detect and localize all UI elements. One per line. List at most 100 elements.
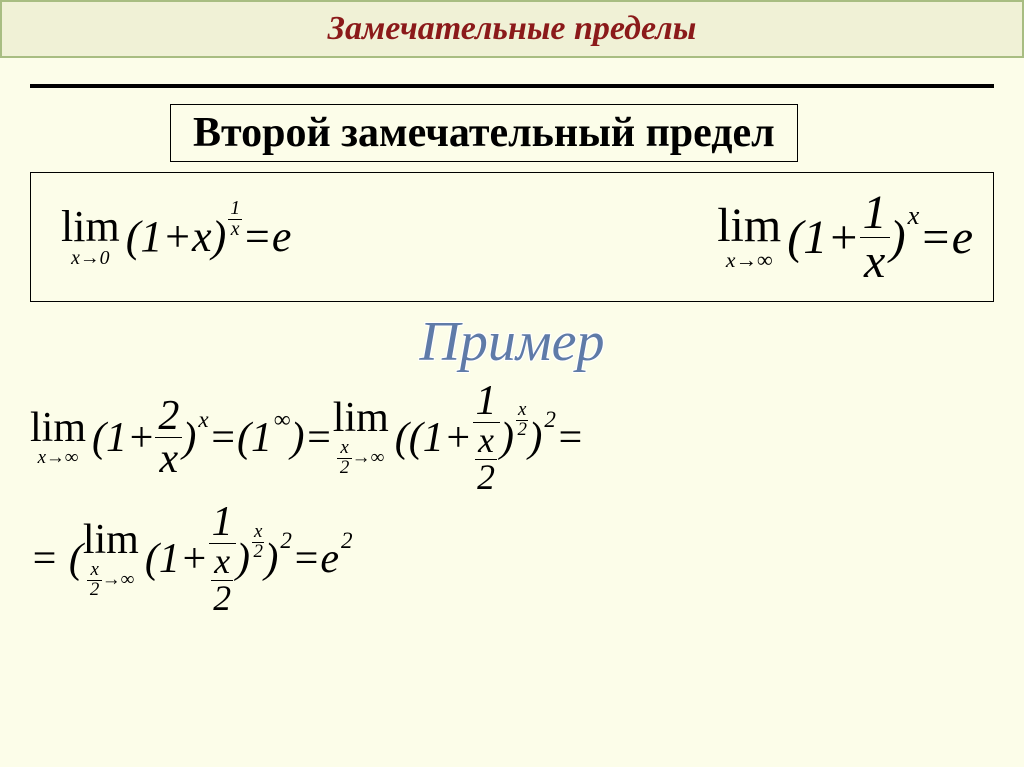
indet-open: (1: [237, 417, 272, 459]
nested-frac: 1 x 2: [208, 501, 236, 616]
exp: x: [198, 408, 208, 431]
den: 2: [477, 460, 495, 496]
lim-word: lim: [30, 407, 86, 449]
eq-open: = (: [30, 538, 83, 580]
e-base: e: [320, 538, 339, 580]
plus: +: [827, 210, 859, 265]
num: 2: [155, 395, 182, 438]
close-paren: ): [212, 211, 227, 262]
subtitle-box: Второй замечательный предел: [170, 104, 798, 162]
equals: =: [242, 211, 272, 262]
indet-close: ): [290, 417, 304, 459]
exp: 2: [544, 408, 556, 431]
close-paren: ): [890, 210, 906, 265]
close: ): [500, 417, 514, 459]
lim-block: lim x 2 →∞: [333, 397, 389, 478]
divider: [30, 84, 994, 88]
lim-word: lim: [333, 397, 389, 439]
sub-frac: x 2: [337, 439, 351, 478]
plus: +: [444, 417, 472, 459]
example-label: Пример: [419, 311, 604, 373]
result-e: e: [952, 210, 973, 265]
close: ): [236, 538, 250, 580]
exp-den: x: [231, 220, 240, 240]
exp-frac: x 2: [252, 523, 264, 562]
var-x: x: [192, 211, 212, 262]
num: x: [252, 523, 264, 543]
frac-num: 1: [860, 189, 890, 238]
den: 2: [213, 581, 231, 617]
num: x: [337, 439, 351, 459]
lim-sub: x→∞: [726, 250, 773, 272]
den: x: [157, 438, 182, 480]
indet-exp: ∞: [274, 408, 290, 431]
open-paren: (1: [126, 211, 163, 262]
den-frac: x 2: [472, 423, 500, 495]
frac-1-x: 1 x: [860, 189, 890, 286]
exponent-frac: 1 x: [228, 199, 242, 240]
num: 1: [209, 501, 236, 544]
lim-word: lim: [717, 202, 781, 250]
den: 2: [340, 459, 349, 478]
frac-den: x: [861, 238, 888, 286]
inner-frac: x 2: [211, 544, 233, 616]
den-frac: x 2: [208, 544, 236, 616]
slide-root: Замечательные пределы Второй замечательн…: [0, 0, 1024, 767]
eq: =: [556, 417, 584, 459]
lim-word: lim: [83, 519, 139, 561]
lim-block: lim x→∞: [30, 407, 86, 468]
frac-2-x: 2 x: [155, 395, 182, 480]
eq: =: [292, 538, 320, 580]
lim-sub: x→0: [71, 249, 109, 269]
example-title: Пример: [30, 310, 994, 374]
close: ): [528, 417, 542, 459]
lim-word: lim: [61, 205, 120, 249]
nested-frac: 1 x 2: [472, 380, 500, 495]
eq: =: [209, 417, 237, 459]
den: 2: [90, 581, 99, 600]
eq: =: [304, 417, 332, 459]
num: 1: [473, 380, 500, 423]
lim-block: lim x 2 →∞: [83, 519, 139, 600]
formula-1: lim x→0 (1 + x ) 1 x = e: [61, 205, 291, 269]
plus: +: [127, 417, 155, 459]
num: x: [211, 544, 233, 581]
formula-box: lim x→0 (1 + x ) 1 x = e lim x→∞: [30, 172, 994, 302]
exp: 2: [280, 529, 292, 552]
den: 2: [517, 421, 526, 440]
open-paren: (1: [787, 210, 827, 265]
close: ): [182, 417, 196, 459]
den: 2: [254, 543, 263, 562]
sub-frac: x 2: [87, 561, 101, 600]
inner-frac: x 2: [475, 423, 497, 495]
arrow: →∞: [352, 447, 384, 468]
slide-title: Замечательные пределы: [328, 10, 697, 48]
lim-sub: x 2 →∞: [87, 561, 134, 600]
e-exp: 2: [341, 529, 353, 552]
plus: +: [162, 211, 192, 262]
num: x: [475, 423, 497, 460]
example-row-2: = ( lim x 2 →∞ (1 + 1 x 2: [30, 501, 994, 616]
content-area: Второй замечательный предел lim x→0 (1 +…: [0, 58, 1024, 629]
exp-x: x: [908, 200, 920, 231]
open: ((1: [395, 417, 444, 459]
lim-block: lim x→0: [61, 205, 120, 269]
lim-block: lim x→∞: [717, 202, 781, 272]
close: ): [264, 538, 278, 580]
arrow: →∞: [102, 568, 134, 589]
num: x: [87, 561, 101, 581]
open: (1: [92, 417, 127, 459]
title-bar: Замечательные пределы: [0, 0, 1024, 58]
exp-frac: x 2: [516, 401, 528, 440]
num: x: [516, 401, 528, 421]
open: (1: [145, 538, 180, 580]
result-e: e: [272, 211, 292, 262]
equals: =: [919, 210, 951, 265]
exp-num: 1: [228, 199, 242, 220]
example-row-1: lim x→∞ (1 + 2 x ) x = (1 ∞ ) = lim x: [30, 380, 994, 495]
formula-2: lim x→∞ (1 + 1 x ) x = e: [717, 189, 973, 286]
lim-sub: x→∞: [38, 449, 79, 468]
subtitle-text: Второй замечательный предел: [193, 110, 775, 156]
plus: +: [180, 538, 208, 580]
lim-sub: x 2 →∞: [337, 439, 384, 478]
